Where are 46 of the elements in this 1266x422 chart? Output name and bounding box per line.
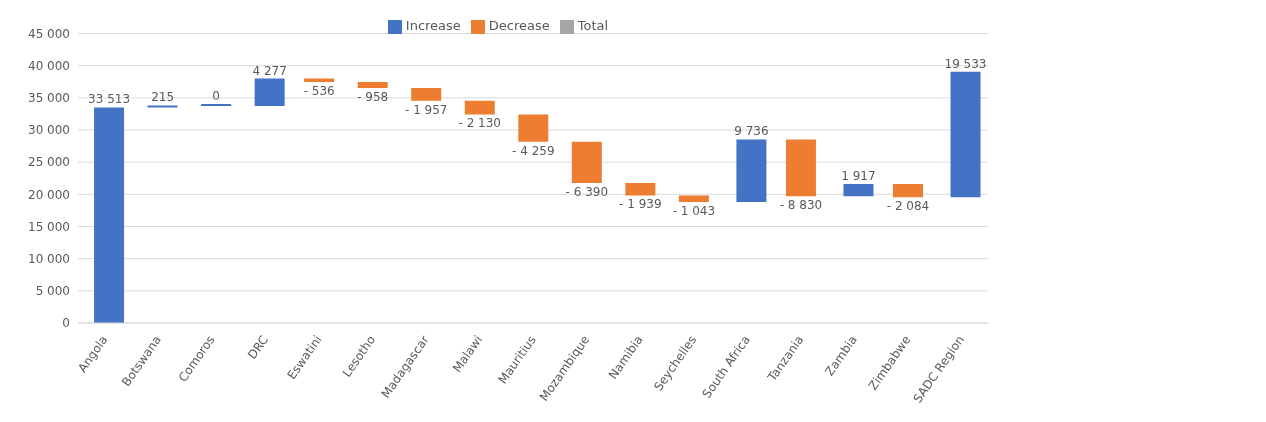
bar <box>464 100 495 115</box>
data-label: - 536 <box>303 83 335 98</box>
data-label: - 6 390 <box>565 184 609 199</box>
y-tick-label: 5 000 <box>35 284 70 299</box>
data-label: 33 513 <box>88 92 131 107</box>
data-label: 9 736 <box>734 124 769 139</box>
bar <box>94 107 125 323</box>
legend-label: Decrease <box>488 18 550 33</box>
data-label: 0 <box>212 89 220 104</box>
bar <box>625 182 656 196</box>
y-tick-label: 0 <box>62 316 70 331</box>
data-label: 19 533 <box>944 56 987 71</box>
y-tick-label: 40 000 <box>28 58 70 73</box>
data-label: - 958 <box>357 90 389 105</box>
y-tick-label: 35 000 <box>28 91 70 106</box>
bar <box>201 104 232 107</box>
data-label: - 1 043 <box>672 204 716 219</box>
bar <box>736 139 767 203</box>
y-tick-label: 25 000 <box>28 155 70 170</box>
data-label: - 8 830 <box>779 198 823 213</box>
bar <box>678 195 709 203</box>
bar <box>950 71 981 198</box>
bar <box>785 139 816 197</box>
bar <box>357 81 388 89</box>
data-label: - 4 259 <box>512 143 555 158</box>
bar <box>843 183 874 197</box>
data-label: - 2 130 <box>458 116 502 131</box>
bar <box>518 114 549 142</box>
legend-label: Increase <box>405 18 461 33</box>
bar <box>893 183 923 198</box>
bar <box>571 141 602 183</box>
y-tick-label: 45 000 <box>28 26 70 41</box>
data-label: - 1 939 <box>619 197 662 212</box>
bar <box>147 105 178 108</box>
data-label: 1 917 <box>841 168 876 183</box>
legend-label: Total <box>577 18 609 33</box>
data-label: 215 <box>151 90 175 105</box>
data-label: - 2 084 <box>886 199 930 214</box>
y-tick-label: 20 000 <box>28 187 70 202</box>
y-tick-label: 15 000 <box>28 219 70 234</box>
y-tick-label: 30 000 <box>28 123 70 138</box>
bar <box>411 88 442 101</box>
data-label: - 1 957 <box>404 102 448 117</box>
bar <box>254 78 285 107</box>
data-label: 4 277 <box>252 63 287 78</box>
y-tick-label: 10 000 <box>28 251 70 266</box>
